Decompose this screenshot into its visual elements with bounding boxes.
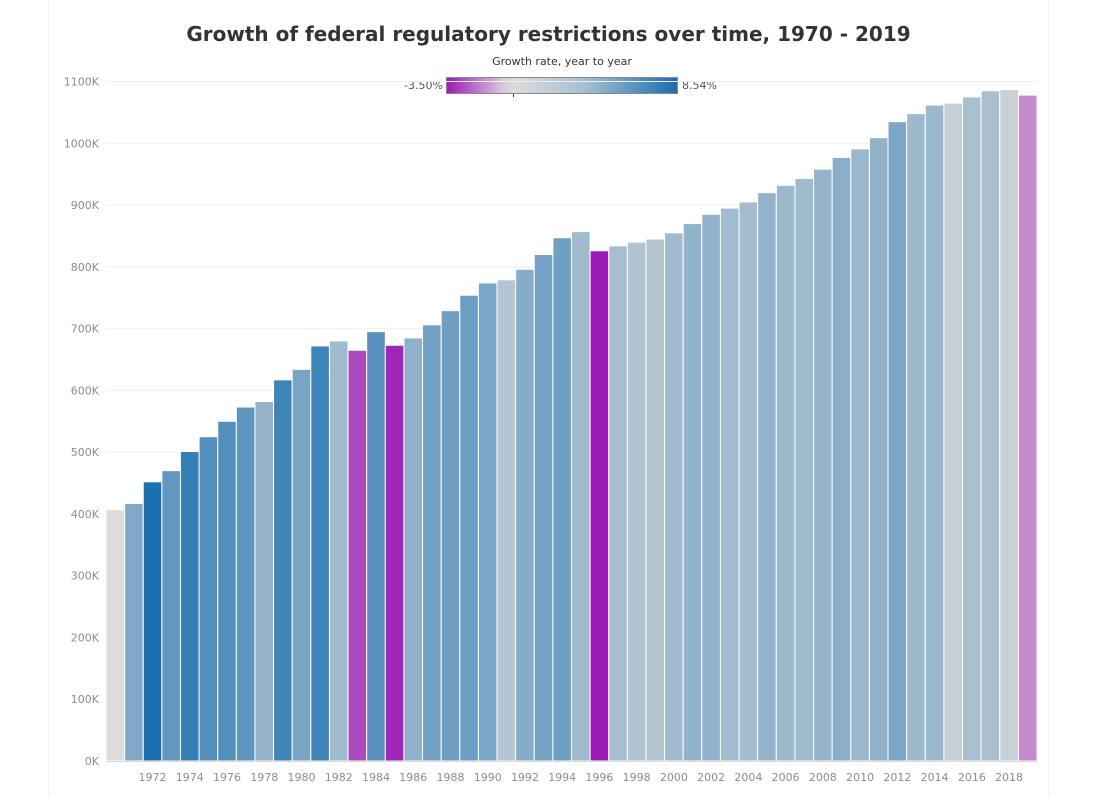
bar-2013[interactable] xyxy=(906,113,926,762)
bar-1992[interactable] xyxy=(515,268,535,762)
bar-2004[interactable] xyxy=(738,201,759,762)
x-tick-label: 2018 xyxy=(995,771,1023,784)
bar-2018[interactable] xyxy=(999,89,1019,762)
y-tick-label: 700K xyxy=(71,323,100,336)
y-tick-label: 200K xyxy=(71,631,100,644)
x-axis: 1972 1974 1976 1978 1980 1982 1984 1986 1988 1990… xyxy=(139,771,1024,784)
color-legend-zero-tick xyxy=(513,94,515,97)
y-tick-label: 800K xyxy=(71,261,100,274)
x-tick-label: 1976 xyxy=(213,771,241,784)
x-tick-label: 1990 xyxy=(474,771,502,784)
x-tick-label: 2008 xyxy=(809,771,837,784)
bar-1985[interactable] xyxy=(384,344,405,762)
x-tick-label: 1972 xyxy=(139,771,167,784)
bar-1972[interactable] xyxy=(142,481,163,762)
bar-2007[interactable] xyxy=(794,177,815,762)
bar-1988[interactable] xyxy=(440,310,461,762)
bar-1990[interactable] xyxy=(477,282,498,762)
x-tick-label: 1978 xyxy=(250,771,278,784)
bar-2017[interactable] xyxy=(980,90,1001,762)
bar-2008[interactable] xyxy=(813,168,833,762)
y-tick-label: 1100K xyxy=(64,76,100,89)
y-tick-label: 400K xyxy=(71,508,100,521)
bar-1989[interactable] xyxy=(459,294,479,762)
y-tick-label: 600K xyxy=(71,384,100,397)
bar-1997[interactable] xyxy=(608,245,628,762)
x-tick-label: 2016 xyxy=(958,771,986,784)
bar-1996[interactable] xyxy=(589,250,610,762)
bar-2009[interactable] xyxy=(831,156,852,762)
bar-2003[interactable] xyxy=(719,207,740,762)
bar-2000[interactable] xyxy=(664,232,684,762)
bar-2014[interactable] xyxy=(924,104,945,762)
x-tick-label: 1984 xyxy=(362,771,390,784)
chart-frame xyxy=(48,0,1049,797)
bar-2016[interactable] xyxy=(962,96,982,762)
y-tick-label: 300K xyxy=(71,570,100,583)
color-legend-title: Growth rate, year to year xyxy=(492,55,632,68)
x-tick-label: 1974 xyxy=(176,771,204,784)
bar-1982[interactable] xyxy=(328,340,349,762)
bar-1980[interactable] xyxy=(291,368,312,762)
y-tick-label: 500K xyxy=(71,446,100,459)
bar-1998[interactable] xyxy=(626,241,647,762)
y-tick-label: 0K xyxy=(85,755,100,768)
x-tick-label: 1986 xyxy=(399,771,427,784)
bar-1999[interactable] xyxy=(645,238,666,762)
bar-1993[interactable] xyxy=(533,253,554,762)
bar-1973[interactable] xyxy=(161,470,181,762)
x-tick-label: 2014 xyxy=(921,771,949,784)
bar-2005[interactable] xyxy=(757,192,777,762)
bar-2019[interactable] xyxy=(1017,94,1038,762)
bar-1984[interactable] xyxy=(366,331,386,762)
y-tick-label: 1000K xyxy=(64,137,100,150)
bar-2001[interactable] xyxy=(682,223,703,762)
x-tick-label: 2012 xyxy=(883,771,911,784)
bar-1983[interactable] xyxy=(347,349,368,762)
bar-2015[interactable] xyxy=(943,102,964,762)
bar-1976[interactable] xyxy=(217,420,237,762)
bar-1991[interactable] xyxy=(496,279,517,762)
bar-1981[interactable] xyxy=(310,345,330,762)
color-legend-max-label: 8.54% xyxy=(682,79,717,92)
bar-2002[interactable] xyxy=(701,213,721,762)
bar-2012[interactable] xyxy=(887,121,908,762)
x-tick-label: 1996 xyxy=(585,771,613,784)
bar-1994[interactable] xyxy=(552,237,573,762)
y-axis: 0K 100K 200K 300K 400K 500K 600K 700K 800K 900K 10… xyxy=(64,76,100,769)
x-tick-label: 1992 xyxy=(511,771,539,784)
y-tick-label: 100K xyxy=(71,693,100,706)
x-tick-label: 1998 xyxy=(623,771,651,784)
bar-1974[interactable] xyxy=(179,451,200,762)
y-tick-label: 900K xyxy=(71,199,100,212)
bar-1971[interactable] xyxy=(124,502,144,762)
x-tick-label: 2006 xyxy=(772,771,800,784)
x-tick-label: 1988 xyxy=(436,771,464,784)
x-tick-label: 2002 xyxy=(697,771,725,784)
x-tick-label: 1980 xyxy=(288,771,316,784)
bar-1978[interactable] xyxy=(254,400,275,762)
bar-1975[interactable] xyxy=(198,436,219,762)
bar-1977[interactable] xyxy=(235,406,256,762)
bar-1979[interactable] xyxy=(273,379,293,762)
chart-title: Growth of federal regulatory restriction… xyxy=(186,22,911,46)
color-legend-min-label: -3.50% xyxy=(404,79,443,92)
x-tick-label: 2004 xyxy=(734,771,762,784)
bar-1987[interactable] xyxy=(422,324,442,762)
bar-1986[interactable] xyxy=(403,337,424,762)
bars xyxy=(105,89,1038,762)
bar-2011[interactable] xyxy=(868,137,889,762)
bar-2006[interactable] xyxy=(775,184,796,762)
bar-2010[interactable] xyxy=(850,148,870,762)
bar-1995[interactable] xyxy=(571,231,591,762)
x-tick-label: 1982 xyxy=(325,771,353,784)
x-tick-label: 2000 xyxy=(660,771,688,784)
x-tick-label: 2010 xyxy=(846,771,874,784)
x-tick-label: 1994 xyxy=(548,771,576,784)
bar-1970[interactable] xyxy=(105,509,126,762)
